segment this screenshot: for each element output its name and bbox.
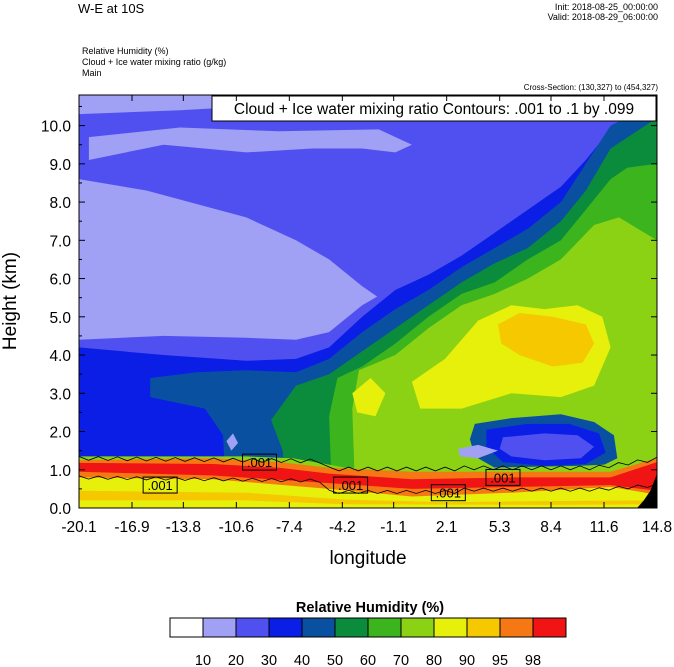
colorbar-label: 70	[393, 653, 409, 667]
init-time: Init: 2018-08-25_00:00:00	[554, 2, 658, 12]
colorbar-box	[301, 617, 336, 638]
x-tick-label: -4.2	[329, 519, 356, 536]
colorbar-box	[202, 617, 237, 638]
x-axis-title: longitude	[329, 548, 406, 569]
y-tick-label: 6.0	[49, 272, 71, 289]
valid-time: Valid: 2018-08-29_06:00:00	[547, 12, 658, 22]
cross-section-label: Cross-Section: (130,327) to (454,327)	[523, 83, 658, 92]
x-tick-label: -16.9	[114, 519, 149, 536]
field-label-cloud: Cloud + Ice water mixing ratio (g/kg)	[82, 57, 227, 67]
terrain	[637, 473, 657, 508]
x-tick-label: 11.6	[589, 519, 618, 536]
x-tick-label: -7.4	[276, 519, 303, 536]
x-tick-label: -1.1	[380, 519, 407, 536]
y-tick-label: 8.0	[49, 195, 71, 212]
contour-label: .001	[430, 484, 466, 502]
y-tick-label: 9.0	[49, 157, 71, 174]
contour-label-text: .001	[490, 470, 515, 485]
colorbar-label: 50	[327, 653, 343, 667]
colorbar-label: 95	[492, 653, 508, 667]
contour-info-text: Cloud + Ice water mixing ratio Contours:…	[234, 101, 634, 118]
y-tick-label: 3.0	[49, 386, 71, 403]
colorbar-label: 80	[426, 653, 442, 667]
rh-region-80	[79, 500, 657, 508]
y-tick-label: 5.0	[49, 310, 71, 327]
colorbar-box	[400, 617, 435, 638]
colorbar-box	[433, 617, 468, 638]
colorbar: Relative Humidity (%) 10 20 30 40 50 60 70 80 90…	[169, 600, 567, 667]
contour-label: .001	[485, 468, 521, 486]
colorbar-label: 10	[195, 653, 211, 667]
x-tick-label: 14.8	[642, 519, 672, 536]
contour-label: .001	[142, 476, 178, 494]
colorbar-box	[466, 617, 501, 638]
colorbar-box	[499, 617, 534, 638]
y-tick-label: 2.0	[49, 425, 71, 442]
chart-title: W-E at 10S	[78, 1, 145, 16]
rh-region-10	[226, 433, 238, 451]
contour-label-text: .001	[338, 478, 363, 493]
rh-region-10	[458, 444, 498, 459]
field-label-rh: Relative Humidity (%)	[82, 46, 169, 56]
x-tick-label: -20.1	[61, 519, 96, 536]
colorbar-box	[367, 617, 402, 638]
colorbar-label: 20	[228, 653, 244, 667]
y-tick-label: 10.0	[41, 119, 72, 136]
y-axis-title: Height (km)	[0, 252, 21, 350]
x-tick-label: 2.1	[436, 519, 458, 536]
contour-label-text: .001	[247, 455, 272, 470]
rh-region-20	[499, 433, 595, 461]
x-tick-label: -10.6	[219, 519, 254, 536]
cloud-contour-upper	[79, 456, 657, 472]
colorbar-box	[532, 617, 567, 638]
colorbar-box	[268, 617, 303, 638]
contour-label: .001	[242, 453, 278, 471]
colorbar-title: Relative Humidity (%)	[296, 600, 444, 616]
colorbar-box	[334, 617, 369, 638]
colorbar-label: 98	[525, 653, 541, 667]
rh-region-10	[88, 127, 412, 160]
colorbar-label: 90	[459, 653, 475, 667]
contour-info-box: Cloud + Ice water mixing ratio Contours:…	[211, 95, 657, 122]
colorbar-label: 30	[261, 653, 277, 667]
colorbar-label: 40	[294, 653, 310, 667]
x-tick-label: 8.4	[540, 519, 562, 536]
x-tick-label: 5.3	[489, 519, 511, 536]
y-tick-label: 1.0	[49, 463, 71, 480]
rh-region-98	[79, 462, 657, 491]
colorbar-label: 60	[360, 653, 376, 667]
rh-region-90	[498, 313, 595, 367]
colorbar-box	[235, 617, 270, 638]
field-label-main: Main	[82, 68, 102, 78]
plot-frame	[78, 94, 658, 509]
contour-label-text: .001	[436, 486, 461, 501]
y-tick-label: 0.0	[49, 501, 71, 518]
rh-region-80	[352, 378, 386, 417]
x-tick-label: -13.8	[166, 519, 201, 536]
y-tick-label: 4.0	[49, 348, 71, 365]
contour-label-text: .001	[147, 478, 172, 493]
colorbar-box	[169, 617, 204, 638]
contour-label: .001	[333, 476, 369, 494]
y-tick-label: 7.0	[49, 233, 71, 250]
